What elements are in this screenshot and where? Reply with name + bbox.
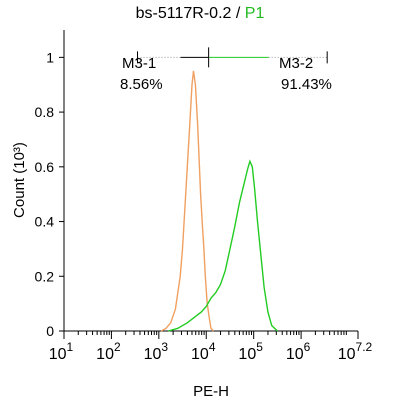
x-tick-base: 10 [338, 346, 356, 363]
y-tick-label: 0 [46, 323, 54, 339]
x-axis-label: PE-H [193, 383, 229, 400]
x-tick-label: 107.2 [338, 340, 373, 363]
marker-label: M3-1 [122, 55, 156, 72]
y-tick-label: 0.8 [35, 104, 55, 120]
x-tick-exponent: 1 [67, 340, 74, 354]
y-tick-label: 1 [46, 49, 54, 65]
x-tick-label: 102 [96, 340, 121, 363]
x-tick-exponent: 2 [114, 340, 121, 354]
sample-series-line [168, 159, 278, 332]
x-tick-exponent: 7.2 [356, 340, 373, 354]
series-layer [160, 70, 278, 332]
x-tick-base: 10 [286, 346, 304, 363]
title-gate: P1 [245, 5, 265, 22]
x-tick-label: 106 [286, 340, 311, 363]
x-tick-label: 105 [238, 340, 263, 363]
marker-layer: M3-1 8.56% M3-2 91.43% [120, 47, 332, 93]
chart-title: bs-5117R-0.2 / P1 [136, 5, 265, 22]
y-tick-label: 0.6 [35, 159, 55, 175]
x-tick-exponent: 5 [256, 340, 263, 354]
x-tick-label: 104 [191, 340, 216, 363]
x-tick-label: 101 [49, 340, 74, 363]
x-tick-base: 10 [144, 346, 162, 363]
x-tick-base: 10 [191, 346, 209, 363]
control-series-line [160, 70, 214, 332]
x-tick-base: 10 [96, 346, 114, 363]
x-tick-base: 10 [238, 346, 256, 363]
x-tick-exponent: 6 [304, 340, 311, 354]
x-tick-exponent: 3 [161, 340, 168, 354]
title-sample: bs-5117R-0.2 [136, 5, 232, 22]
marker-percent: 91.43% [281, 76, 332, 93]
x-tick-label: 103 [144, 340, 169, 363]
title-separator: / [231, 5, 244, 22]
x-tick-base: 10 [49, 346, 67, 363]
plot-frame [63, 30, 358, 332]
y-axis-label: Count (10³) [11, 142, 28, 218]
marker-label: M3-2 [279, 55, 313, 72]
y-tick-label: 0.4 [35, 214, 55, 230]
x-tick-exponent: 4 [209, 340, 216, 354]
y-ticks: 0 0.2 0.4 0.6 0.8 1 [35, 49, 64, 339]
marker-percent: 8.56% [120, 76, 163, 93]
y-tick-label: 0.2 [35, 268, 55, 284]
x-ticks: 101 102 103 104 105 106 107.2 [49, 331, 373, 363]
